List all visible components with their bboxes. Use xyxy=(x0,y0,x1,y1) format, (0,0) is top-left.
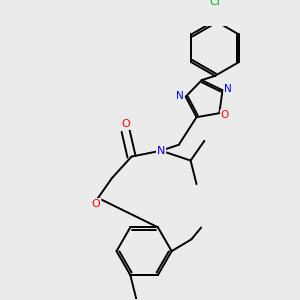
Text: O: O xyxy=(121,119,130,129)
Text: N: N xyxy=(176,91,184,101)
Text: Cl: Cl xyxy=(210,0,220,7)
Text: N: N xyxy=(224,84,232,94)
Text: O: O xyxy=(221,110,229,120)
Text: O: O xyxy=(92,199,100,209)
Text: N: N xyxy=(157,146,165,156)
